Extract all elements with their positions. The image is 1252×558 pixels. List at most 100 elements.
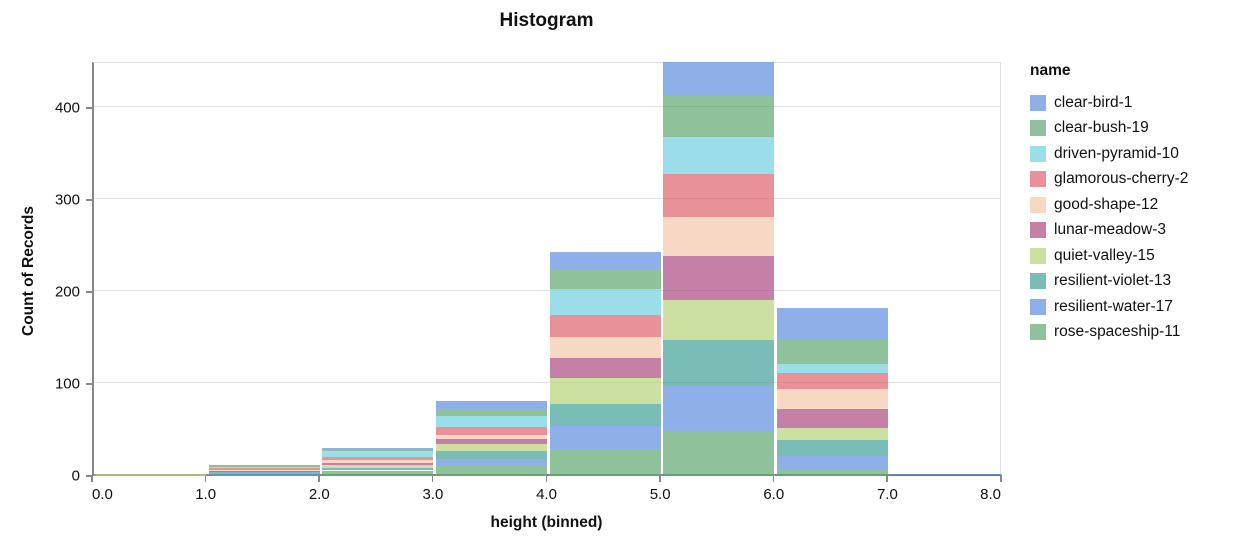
bar-clear-bird-1-bin7[interactable] (890, 474, 1002, 476)
bar-lunar-meadow-3-bin3[interactable] (435, 439, 547, 444)
bar-clear-bush-19-bin1[interactable] (208, 465, 320, 467)
bar-quiet-valley-15-bin3[interactable] (435, 443, 547, 452)
legend-item-good-shape-12[interactable]: good-shape-12 (1030, 192, 1188, 218)
bar-glamorous-cherry-2-bin4[interactable] (549, 315, 661, 338)
x-tick-mark-7.0 (886, 476, 888, 482)
bar-resilient-water-17-bin5[interactable] (663, 385, 775, 431)
bar-clear-bird-1-bin6[interactable] (776, 307, 888, 340)
legend-label: lunar-meadow-3 (1054, 221, 1166, 239)
x-tick-mark-5.0 (659, 476, 661, 482)
bar-rose-spaceship-11-bin5[interactable] (663, 430, 775, 476)
bar-quiet-valley-15-bin5[interactable] (663, 300, 775, 340)
bar-rose-spaceship-11-bin6[interactable] (776, 469, 888, 476)
legend-item-driven-pyramid-10[interactable]: driven-pyramid-10 (1030, 141, 1188, 167)
bar-clear-bush-19-bin5[interactable] (663, 96, 775, 137)
legend-item-clear-bird-1[interactable]: clear-bird-1 (1030, 90, 1188, 116)
legend-label: driven-pyramid-10 (1054, 144, 1179, 162)
bar-driven-pyramid-10-bin2[interactable] (322, 451, 434, 457)
legend-swatch-rose-spaceship-11 (1030, 324, 1046, 341)
bar-clear-bird-1-bin4[interactable] (549, 252, 661, 270)
bar-good-shape-12-bin5[interactable] (663, 216, 775, 257)
x-tick-mark-1.0 (204, 476, 207, 482)
legend-item-rose-spaceship-11[interactable]: rose-spaceship-11 (1030, 320, 1188, 346)
bar-quiet-valley-15-bin0[interactable] (95, 474, 207, 476)
bar-rose-spaceship-11-bin1[interactable] (208, 475, 320, 476)
bar-quiet-valley-15-bin4[interactable] (549, 377, 661, 405)
bar-glamorous-cherry-2-bin6[interactable] (776, 372, 888, 389)
bar-resilient-violet-13-bin2[interactable] (322, 467, 434, 471)
bar-resilient-violet-13-bin5[interactable] (663, 339, 775, 386)
bar-lunar-meadow-3-bin7[interactable] (890, 475, 1002, 476)
bar-good-shape-12-bin6[interactable] (776, 388, 888, 409)
x-tick-label-7.0: 7.0 (876, 486, 898, 503)
legend-item-resilient-violet-13[interactable]: resilient-violet-13 (1030, 269, 1188, 295)
bar-lunar-meadow-3-bin5[interactable] (663, 256, 775, 301)
legend-swatch-lunar-meadow-3 (1030, 222, 1046, 239)
gridline-y-200 (94, 289, 1000, 291)
x-tick-label-6.0: 6.0 (763, 486, 785, 503)
x-tick-mark-0.0 (91, 476, 93, 482)
legend-item-clear-bush-19[interactable]: clear-bush-19 (1030, 116, 1188, 142)
gridline-y-400 (94, 105, 1000, 107)
bar-glamorous-cherry-2-bin1[interactable] (208, 467, 320, 470)
legend-label: clear-bush-19 (1054, 119, 1149, 137)
bar-driven-pyramid-10-bin6[interactable] (776, 363, 888, 373)
bar-resilient-water-17-bin4[interactable] (549, 426, 661, 450)
bar-good-shape-12-bin1[interactable] (208, 469, 320, 471)
bar-clear-bush-19-bin6[interactable] (776, 339, 888, 364)
legend-label: clear-bird-1 (1054, 93, 1133, 111)
legend-swatch-quiet-valley-15 (1030, 247, 1046, 264)
legend-item-resilient-water-17[interactable]: resilient-water-17 (1030, 294, 1188, 320)
bar-glamorous-cherry-2-bin2[interactable] (322, 456, 434, 461)
bar-driven-pyramid-10-bin4[interactable] (549, 289, 661, 315)
bar-clear-bird-1-bin3[interactable] (435, 401, 547, 409)
bar-rose-spaceship-11-bin4[interactable] (549, 449, 661, 476)
x-tick-label-8.0: 8.0 (980, 486, 1001, 503)
bar-clear-bird-1-bin2[interactable] (322, 448, 434, 451)
legend-item-quiet-valley-15[interactable]: quiet-valley-15 (1030, 243, 1188, 269)
bar-rose-spaceship-11-bin3[interactable] (435, 464, 547, 476)
bar-rose-spaceship-11-bin2[interactable] (322, 472, 434, 476)
bar-resilient-water-17-bin6[interactable] (776, 455, 888, 470)
x-tick-mark-3.0 (431, 476, 434, 482)
bar-resilient-violet-13-bin6[interactable] (776, 440, 888, 456)
bar-good-shape-12-bin4[interactable] (549, 337, 661, 359)
bar-glamorous-cherry-2-bin3[interactable] (435, 427, 547, 435)
bar-clear-bush-19-bin2[interactable] (322, 450, 434, 452)
bar-lunar-meadow-3-bin1[interactable] (208, 470, 320, 472)
legend-item-glamorous-cherry-2[interactable]: glamorous-cherry-2 (1030, 167, 1188, 193)
y-tick-label-200: 200 (54, 283, 80, 301)
y-tick-mark-400 (86, 107, 92, 109)
bar-good-shape-12-bin3[interactable] (435, 434, 547, 440)
legend-swatch-resilient-violet-13 (1030, 273, 1046, 290)
chart-title: Histogram (499, 10, 594, 31)
bar-resilient-water-17-bin2[interactable] (322, 470, 434, 473)
bar-good-shape-12-bin2[interactable] (322, 460, 434, 464)
bar-glamorous-cherry-2-bin5[interactable] (663, 174, 775, 217)
legend-item-lunar-meadow-3[interactable]: lunar-meadow-3 (1030, 218, 1188, 244)
x-tick-label-4.0: 4.0 (536, 486, 557, 503)
bar-quiet-valley-15-bin6[interactable] (776, 428, 888, 441)
legend-swatch-resilient-water-17 (1030, 298, 1046, 315)
bar-driven-pyramid-10-bin5[interactable] (663, 136, 775, 175)
x-axis-title: height (binned) (490, 514, 603, 531)
bar-clear-bird-1-bin5[interactable] (663, 62, 775, 97)
bar-resilient-water-17-bin3[interactable] (435, 459, 547, 465)
bar-quiet-valley-15-bin1[interactable] (208, 471, 320, 473)
bar-resilient-violet-13-bin1[interactable] (208, 472, 320, 475)
bar-lunar-meadow-3-bin4[interactable] (549, 358, 661, 378)
bar-quiet-valley-15-bin2[interactable] (322, 464, 434, 468)
bar-driven-pyramid-10-bin3[interactable] (435, 416, 547, 428)
bar-lunar-meadow-3-bin6[interactable] (776, 408, 888, 429)
legend-swatch-driven-pyramid-10 (1030, 145, 1046, 162)
bar-resilient-violet-13-bin4[interactable] (549, 404, 661, 427)
bar-resilient-water-17-bin1[interactable] (208, 474, 320, 476)
bar-clear-bush-19-bin4[interactable] (549, 269, 661, 290)
bar-driven-pyramid-10-bin1[interactable] (208, 466, 320, 468)
bar-lunar-meadow-3-bin2[interactable] (322, 463, 434, 465)
y-tick-label-400: 400 (54, 99, 80, 117)
bar-clear-bird-1-bin1[interactable] (208, 464, 320, 466)
bar-resilient-violet-13-bin3[interactable] (435, 451, 547, 460)
bar-clear-bush-19-bin3[interactable] (435, 408, 547, 417)
